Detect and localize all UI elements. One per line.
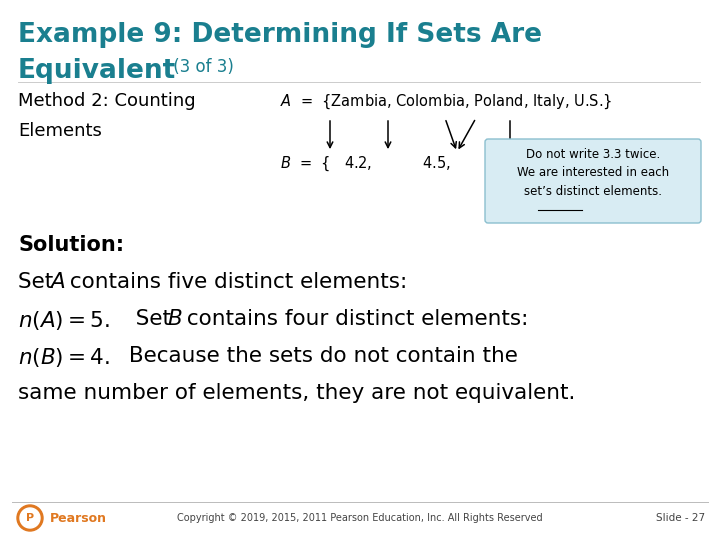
Text: $A$  =  {Zambia, Colombia, Poland, Italy, U.S.}: $A$ = {Zambia, Colombia, Poland, Italy, … (280, 93, 612, 111)
Circle shape (20, 508, 40, 528)
Text: $n(A)=5.$: $n(A)=5.$ (18, 309, 109, 332)
Text: B: B (167, 309, 181, 329)
Text: P: P (26, 513, 34, 523)
Text: contains four distinct elements:: contains four distinct elements: (180, 309, 528, 329)
Circle shape (17, 505, 43, 531)
Text: same number of elements, they are not equivalent.: same number of elements, they are not eq… (18, 383, 575, 403)
Text: Do not write 3.3 twice.
We are interested in each
set’s distinct elements.: Do not write 3.3 twice. We are intereste… (517, 148, 669, 198)
Text: Equivalent: Equivalent (18, 58, 176, 84)
Text: Because the sets do not contain the: Because the sets do not contain the (122, 346, 518, 366)
Text: Set: Set (18, 272, 60, 292)
Text: Pearson: Pearson (50, 511, 107, 524)
Text: Set: Set (122, 309, 178, 329)
Text: $n(B)=4.$: $n(B)=4.$ (18, 346, 109, 369)
Text: Elements: Elements (18, 122, 102, 140)
Text: Method 2: Counting: Method 2: Counting (18, 92, 196, 110)
Text: Solution:: Solution: (18, 235, 124, 255)
Text: Copyright © 2019, 2015, 2011 Pearson Education, Inc. All Rights Reserved: Copyright © 2019, 2015, 2011 Pearson Edu… (177, 513, 543, 523)
Text: $B$  =  {   4.2,           4.5,               3.3,            2.5 }: $B$ = { 4.2, 4.5, 3.3, 2.5 } (280, 155, 642, 173)
Text: (3 of 3): (3 of 3) (168, 58, 234, 76)
Text: A: A (50, 272, 65, 292)
Text: contains five distinct elements:: contains five distinct elements: (63, 272, 408, 292)
FancyBboxPatch shape (485, 139, 701, 223)
Text: Slide - 27: Slide - 27 (656, 513, 705, 523)
Text: Example 9: Determining If Sets Are: Example 9: Determining If Sets Are (18, 22, 542, 48)
